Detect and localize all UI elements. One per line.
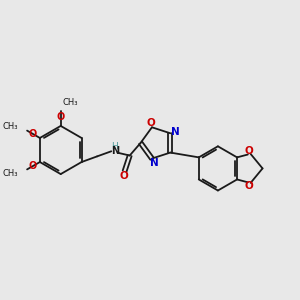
- Text: O: O: [28, 161, 36, 172]
- Text: CH₃: CH₃: [62, 98, 78, 107]
- Text: CH₃: CH₃: [3, 169, 18, 178]
- Text: O: O: [245, 146, 254, 156]
- Text: N: N: [150, 158, 159, 168]
- Text: O: O: [57, 112, 65, 122]
- Text: O: O: [245, 181, 254, 191]
- Text: N: N: [171, 127, 180, 136]
- Text: O: O: [120, 171, 128, 181]
- Text: H: H: [111, 142, 118, 151]
- Text: N: N: [112, 146, 120, 156]
- Text: O: O: [28, 128, 36, 139]
- Text: O: O: [146, 118, 155, 128]
- Text: CH₃: CH₃: [3, 122, 18, 131]
